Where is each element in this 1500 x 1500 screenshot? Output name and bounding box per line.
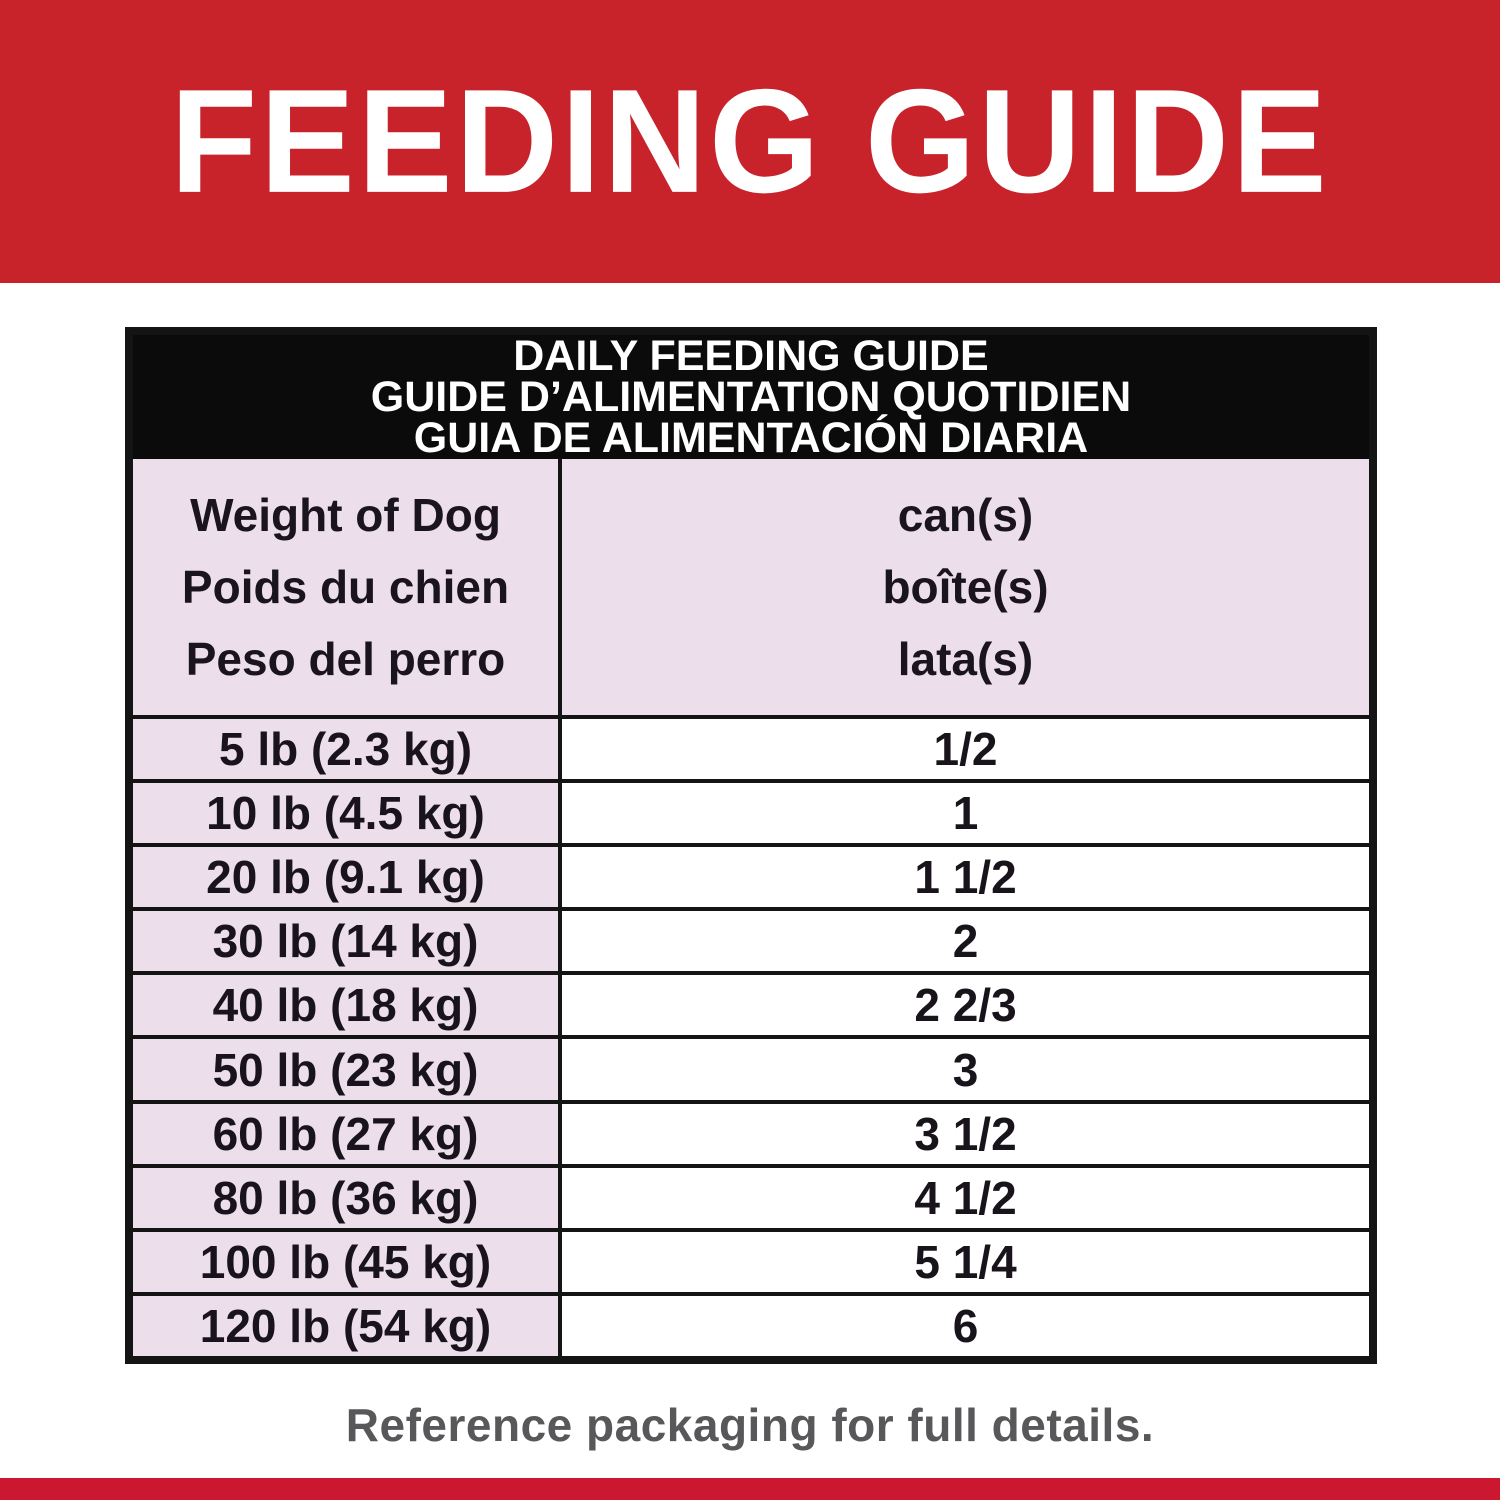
table-row: 30 lb (14 kg) 2 xyxy=(133,907,1369,972)
header-weight-fr: Poids du chien xyxy=(181,561,510,613)
table-row: 50 lb (23 kg) 3 xyxy=(133,1035,1369,1100)
header-cans-cell: can(s) boîte(s) lata(s) xyxy=(562,459,1369,715)
cans-value: 3 1/2 xyxy=(914,1107,1017,1160)
table-title-band: DAILY FEEDING GUIDE GUIDE D’ALIMENTATION… xyxy=(133,331,1369,462)
cans-value: 1/2 xyxy=(933,723,998,776)
cans-cell: 2 xyxy=(562,911,1369,972)
weight-cell: 120 lb (54 kg) xyxy=(133,1295,562,1356)
header-weight-en: Weight of Dog xyxy=(190,489,501,541)
weight-cell: 10 lb (4.5 kg) xyxy=(133,783,562,844)
cans-value: 2 2/3 xyxy=(914,979,1017,1032)
cans-value: 4 1/2 xyxy=(914,1171,1017,1224)
table-row: 10 lb (4.5 kg) 1 xyxy=(133,779,1369,844)
header-weight-cell: Weight of Dog Poids du chien Peso del pe… xyxy=(133,459,562,715)
cans-value: 6 xyxy=(952,1299,979,1352)
cans-cell: 1 1/2 xyxy=(562,847,1369,908)
table-row: 120 lb (54 kg) 6 xyxy=(133,1291,1369,1356)
header-cans-en: can(s) xyxy=(897,489,1034,541)
cans-cell: 2 2/3 xyxy=(562,975,1369,1036)
cans-cell: 1 xyxy=(562,783,1369,844)
weight-cell: 40 lb (18 kg) xyxy=(133,975,562,1036)
page-title: FEEDING GUIDE xyxy=(170,58,1330,224)
weight-cell: 80 lb (36 kg) xyxy=(133,1167,562,1228)
cans-cell: 1/2 xyxy=(562,719,1369,780)
cans-value: 2 xyxy=(952,915,979,968)
header-weight-es: Peso del perro xyxy=(185,633,506,685)
cans-cell: 3 xyxy=(562,1039,1369,1100)
cans-value: 1 1/2 xyxy=(914,851,1017,904)
weight-value: 30 lb (14 kg) xyxy=(212,915,479,968)
weight-cell: 30 lb (14 kg) xyxy=(133,911,562,972)
table-title-es: GUIA DE ALIMENTACIÓN DIARIA xyxy=(413,413,1089,462)
weight-value: 50 lb (23 kg) xyxy=(212,1043,479,1096)
weight-value: 80 lb (36 kg) xyxy=(212,1171,479,1224)
header-cans-es: lata(s) xyxy=(897,633,1034,685)
table-row: 40 lb (18 kg) 2 2/3 xyxy=(133,971,1369,1036)
bottom-red-strip xyxy=(0,1478,1500,1500)
table-row: 60 lb (27 kg) 3 1/2 xyxy=(133,1099,1369,1164)
weight-value: 100 lb (45 kg) xyxy=(199,1235,492,1288)
table-title-fr: GUIDE D’ALIMENTATION QUOTIDIEN xyxy=(370,372,1132,421)
weight-cell: 5 lb (2.3 kg) xyxy=(133,719,562,780)
weight-value: 10 lb (4.5 kg) xyxy=(206,787,485,840)
cans-value: 5 1/4 xyxy=(914,1235,1017,1288)
cans-cell: 6 xyxy=(562,1295,1369,1356)
table-header-row: Weight of Dog Poids du chien Peso del pe… xyxy=(133,459,1369,715)
cans-cell: 5 1/4 xyxy=(562,1231,1369,1292)
weight-cell: 100 lb (45 kg) xyxy=(133,1231,562,1292)
cans-cell: 3 1/2 xyxy=(562,1103,1369,1164)
weight-value: 5 lb (2.3 kg) xyxy=(218,723,473,776)
header-cans-fr: boîte(s) xyxy=(882,561,1049,613)
reference-note: Reference packaging for full details. xyxy=(345,1399,1155,1451)
weight-cell: 60 lb (27 kg) xyxy=(133,1103,562,1164)
feeding-guide-banner: FEEDING GUIDE xyxy=(0,0,1500,283)
weight-value: 60 lb (27 kg) xyxy=(212,1107,479,1160)
cans-value: 1 xyxy=(952,787,979,840)
cans-value: 3 xyxy=(952,1043,979,1096)
table-title-en: DAILY FEEDING GUIDE xyxy=(513,331,989,380)
weight-value: 20 lb (9.1 kg) xyxy=(206,851,485,904)
daily-feeding-table: DAILY FEEDING GUIDE GUIDE D’ALIMENTATION… xyxy=(125,327,1377,1364)
weight-cell: 50 lb (23 kg) xyxy=(133,1039,562,1100)
weight-cell: 20 lb (9.1 kg) xyxy=(133,847,562,908)
weight-value: 120 lb (54 kg) xyxy=(199,1299,492,1352)
table-row: 5 lb (2.3 kg) 1/2 xyxy=(133,715,1369,780)
table-row: 100 lb (45 kg) 5 1/4 xyxy=(133,1227,1369,1292)
table-row: 20 lb (9.1 kg) 1 1/2 xyxy=(133,843,1369,908)
table-row: 80 lb (36 kg) 4 1/2 xyxy=(133,1163,1369,1228)
weight-value: 40 lb (18 kg) xyxy=(212,979,479,1032)
cans-cell: 4 1/2 xyxy=(562,1167,1369,1228)
